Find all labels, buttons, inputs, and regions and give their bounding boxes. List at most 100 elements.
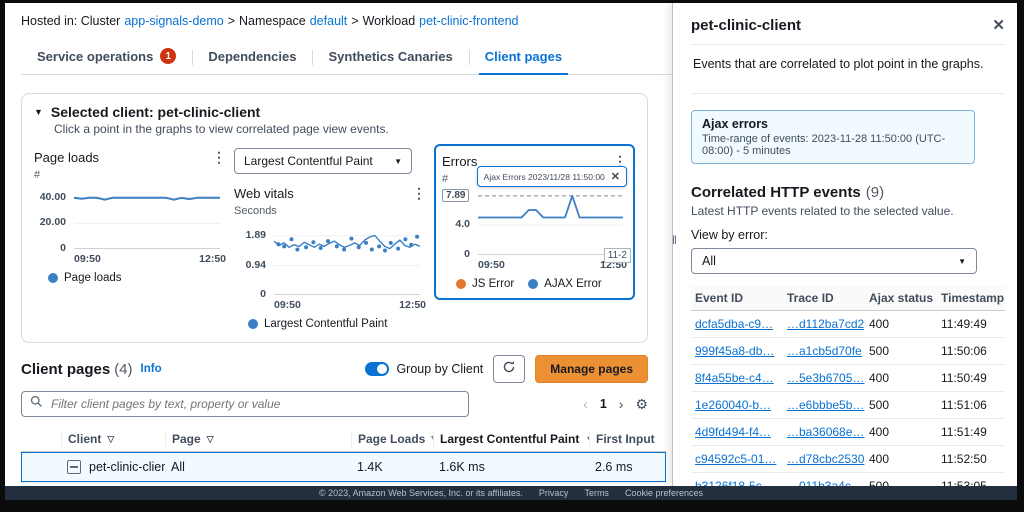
ajax-status-cell: 500 [869,398,890,412]
event-id-link[interactable]: c94592c5-01… [695,452,777,466]
web-vital-dropdown-value: Largest Contentful Paint [244,154,373,168]
legend-color-dot [248,319,258,329]
client-name: pet-clinic-client [89,460,165,474]
panel-resize-handle[interactable]: ‖ [672,233,677,247]
timestamp-cell: 11:52:50 [941,452,987,466]
footer-link-terms[interactable]: Terms [584,488,609,498]
breadcrumb-link[interactable]: app-signals-demo [124,14,224,28]
events-subtitle: Latest HTTP events related to the select… [691,204,954,218]
side-panel-title: pet-clinic-client [691,16,802,34]
kebab-menu-icon[interactable]: ⋮ [613,152,627,169]
breadcrumb-link[interactable]: pet-clinic-frontend [419,14,519,28]
sort-desc-icon: ▼ [585,434,589,444]
column-header-first-input[interactable]: First Input [589,431,666,447]
refresh-button[interactable] [493,355,526,383]
column-label: First Input [596,432,655,446]
pagination: ‹ 1 › ⚙ [583,396,648,413]
sort-icon: ▽ [107,433,115,444]
search-icon [30,395,43,413]
close-icon[interactable]: ✕ [992,17,1005,34]
event-row: dcfa5dba-c9… …d112ba7cd2 400 11:49:49 [691,311,1005,338]
footer-link-privacy[interactable]: Privacy [538,488,569,498]
x-axis-tick: 09:50 [478,259,505,271]
kebab-menu-icon[interactable]: ⋮ [412,184,426,201]
trace-id-link[interactable]: …e6bbbe5b… [787,398,865,412]
chart-canvas[interactable] [74,185,220,249]
trace-id-cell: …e6bbbe5b… [783,398,865,412]
manage-pages-button[interactable]: Manage pages [535,355,648,383]
table-row[interactable]: pet-clinic-client All 1.4K 1.6K ms 2.6 ms [21,452,666,483]
y-axis-tick: 40.00 [39,190,66,203]
collapse-caret-icon[interactable]: ▼ [34,107,43,117]
info-link[interactable]: Info [140,363,162,375]
page-number[interactable]: 1 [599,397,607,411]
chart-legend: Largest Contentful Paint [248,318,426,330]
event-id-cell: c94592c5-01… [691,452,783,466]
column-header-client[interactable]: Client ▽ [61,431,165,447]
footer-link-cookie-preferences[interactable]: Cookie preferences [624,488,703,498]
prev-page-icon[interactable]: ‹ [583,396,588,412]
event-id-link[interactable]: 8f4a55be-c4… [695,371,774,385]
legend-color-dot [528,279,539,289]
table-header-row: Client▽Page▽Page Loads▽Largest Contentfu… [21,427,666,452]
timestamp-cell: 11:50:06 [941,344,987,358]
y-axis-tick: 20.00 [39,216,66,229]
trace-id-link[interactable]: …a1cb5d70fe [787,344,862,358]
event-id-link[interactable]: dcfa5dba-c9… [695,317,774,331]
notification-badge: 1 [160,48,177,64]
y-axis-tick: 1.89 [245,228,266,241]
chart-canvas[interactable] [274,221,420,295]
trace-id-link[interactable]: …ba36068e… [787,425,865,439]
toggle-knob [377,364,388,374]
ajax-status-cell: 500 [869,479,890,486]
selected-client-card: ▼ Selected client: pet-clinic-client Cli… [21,93,648,343]
selected-client-subtitle: Click a point in the graphs to view corr… [54,122,389,136]
event-id-link[interactable]: 1e260040-b… [695,398,772,412]
select-value: All [702,254,716,268]
tab-client-pages[interactable]: Client pages [468,40,578,75]
chart-canvas[interactable] [478,189,623,255]
y-axis-tick: 7.89 [442,188,470,202]
client-pages-table: Client▽Page▽Page Loads▽Largest Contentfu… [21,427,666,486]
trace-id-link[interactable]: …5e3b6705… [787,371,865,385]
event-id-cell: 1e260040-b… [691,398,783,412]
kebab-menu-icon[interactable]: ⋮ [212,148,226,165]
trace-id-cell: …a1cb5d70fe [783,344,865,358]
trace-id-cell: …d112ba7cd2 [783,317,865,331]
selected-client-title: Selected client: pet-clinic-client [50,104,261,120]
group-by-client-toggle[interactable] [365,362,390,376]
lcp-cell: 1.6K ms [439,460,485,474]
event-id-link[interactable]: b3126f18-5c… [695,479,774,486]
tab-label: Service operations [37,48,154,64]
error-filter-select[interactable]: All ▼ [691,248,977,274]
minus-glyph [70,466,78,468]
next-page-icon[interactable]: › [618,396,624,412]
tab-synthetics-canaries[interactable]: Synthetics Canaries [312,40,468,74]
column-header-timestamp: Timestamp [941,291,1005,305]
timestamp-cell: 11:50:49 [941,371,987,385]
close-icon[interactable]: ✕ [610,171,620,183]
event-id-link[interactable]: 999f45a8-db… [695,344,775,358]
event-id-cell: dcfa5dba-c9… [691,317,783,331]
column-header-page-loads[interactable]: Page Loads ▽ [351,431,433,447]
breadcrumb-text: Namespace [239,14,306,28]
axis-unit-label: # [34,169,41,181]
collapse-row-icon[interactable] [67,460,81,474]
gear-icon[interactable]: ⚙ [635,395,648,412]
legend-label: Largest Contentful Paint [264,318,388,330]
column-header-page[interactable]: Page ▽ [165,431,351,447]
trace-id-link[interactable]: …d112ba7cd2 [787,317,865,331]
event-row: 8f4a55be-c4… …5e3b6705… 400 11:50:49 [691,365,1005,392]
client-pages-header: Client pages (4) Info Group by Client Ma… [21,355,648,383]
tab-dependencies[interactable]: Dependencies [192,40,312,74]
filter-input[interactable] [49,396,460,412]
events-table-header: Event ID Trace ID Ajax status Timestamp [691,286,1005,311]
trace-id-link[interactable]: …d78cbc2530 [787,452,865,466]
x-axis-ticks: 09:50 12:50 [74,253,226,265]
breadcrumb-link[interactable]: default [309,14,348,28]
event-id-link[interactable]: 4d9fd494-f4… [695,425,772,439]
trace-id-link[interactable]: …011b3a4c… [787,479,863,486]
web-vital-dropdown[interactable]: Largest Contentful Paint ▼ [234,148,412,174]
tab-service-operations[interactable]: Service operations 1 [21,40,192,74]
column-header-largest-contentful-paint[interactable]: Largest Contentful Paint ▼ [433,431,589,447]
